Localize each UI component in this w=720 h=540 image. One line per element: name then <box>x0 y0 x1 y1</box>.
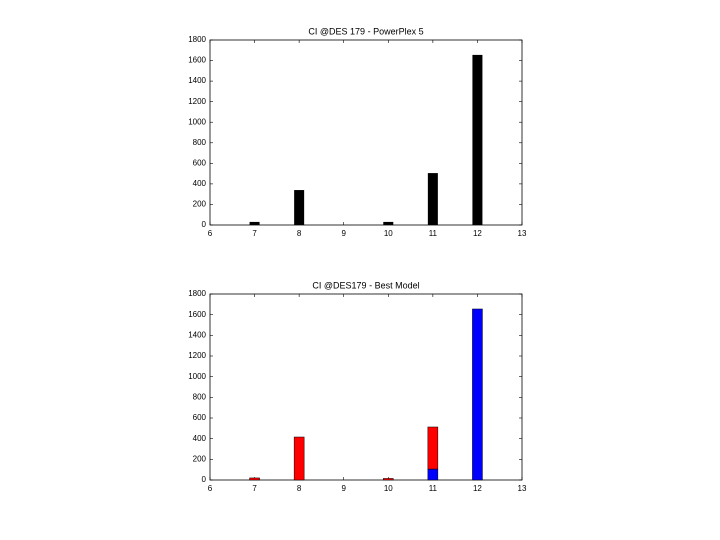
chart-title: CI @DES179 - Best Model <box>312 280 419 290</box>
bar-segment <box>383 478 394 481</box>
x-tick-label: 11 <box>429 229 438 238</box>
x-tick-label: 12 <box>473 484 482 493</box>
bar-segment <box>293 436 305 481</box>
y-tick-label: 1200 <box>188 351 206 360</box>
bar-segment <box>427 468 439 481</box>
x-tick-label: 9 <box>341 484 346 493</box>
y-tick-label: 1000 <box>188 117 206 126</box>
y-tick-label: 1800 <box>188 289 206 298</box>
y-tick-label: 1600 <box>188 56 206 65</box>
bar-segment <box>249 477 260 481</box>
plot-frame <box>209 293 523 481</box>
bar <box>383 221 394 225</box>
x-tick-label: 11 <box>429 484 438 493</box>
y-tick-label: 600 <box>193 413 207 422</box>
y-tick-label: 1800 <box>188 35 206 44</box>
y-tick-label: 1000 <box>188 372 206 381</box>
bar-segment <box>427 426 439 470</box>
y-tick-label: 200 <box>193 454 207 463</box>
y-tick-label: 400 <box>193 179 207 188</box>
y-tick-label: 1600 <box>188 310 206 319</box>
x-tick-label: 10 <box>384 484 393 493</box>
x-tick-label: 10 <box>384 229 393 238</box>
bar <box>472 54 483 226</box>
x-tick-label: 8 <box>297 229 302 238</box>
x-tick-label: 7 <box>252 484 257 493</box>
x-tick-label: 9 <box>341 229 346 238</box>
bar-segment <box>472 308 483 481</box>
y-tick-label: 800 <box>193 138 207 147</box>
x-tick-label: 7 <box>252 229 257 238</box>
bar <box>427 173 438 225</box>
y-tick-label: 800 <box>193 392 207 401</box>
x-tick-label: 13 <box>518 229 527 238</box>
bar <box>294 190 305 225</box>
y-tick-label: 1400 <box>188 330 206 339</box>
y-tick-label: 200 <box>193 200 207 209</box>
x-tick-label: 8 <box>297 484 302 493</box>
x-tick-label: 6 <box>208 484 213 493</box>
bar <box>249 221 260 225</box>
chart-title: CI @DES 179 - PowerPlex 5 <box>308 26 423 36</box>
y-tick-label: 1200 <box>188 97 206 106</box>
x-tick-label: 13 <box>518 484 527 493</box>
x-tick-label: 12 <box>473 229 482 238</box>
y-tick-label: 0 <box>202 220 207 229</box>
plot-frame <box>209 39 523 226</box>
y-tick-label: 1400 <box>188 76 206 85</box>
y-tick-label: 0 <box>202 475 207 484</box>
y-tick-label: 400 <box>193 434 207 443</box>
y-tick-label: 600 <box>193 158 207 167</box>
x-tick-label: 6 <box>208 229 213 238</box>
